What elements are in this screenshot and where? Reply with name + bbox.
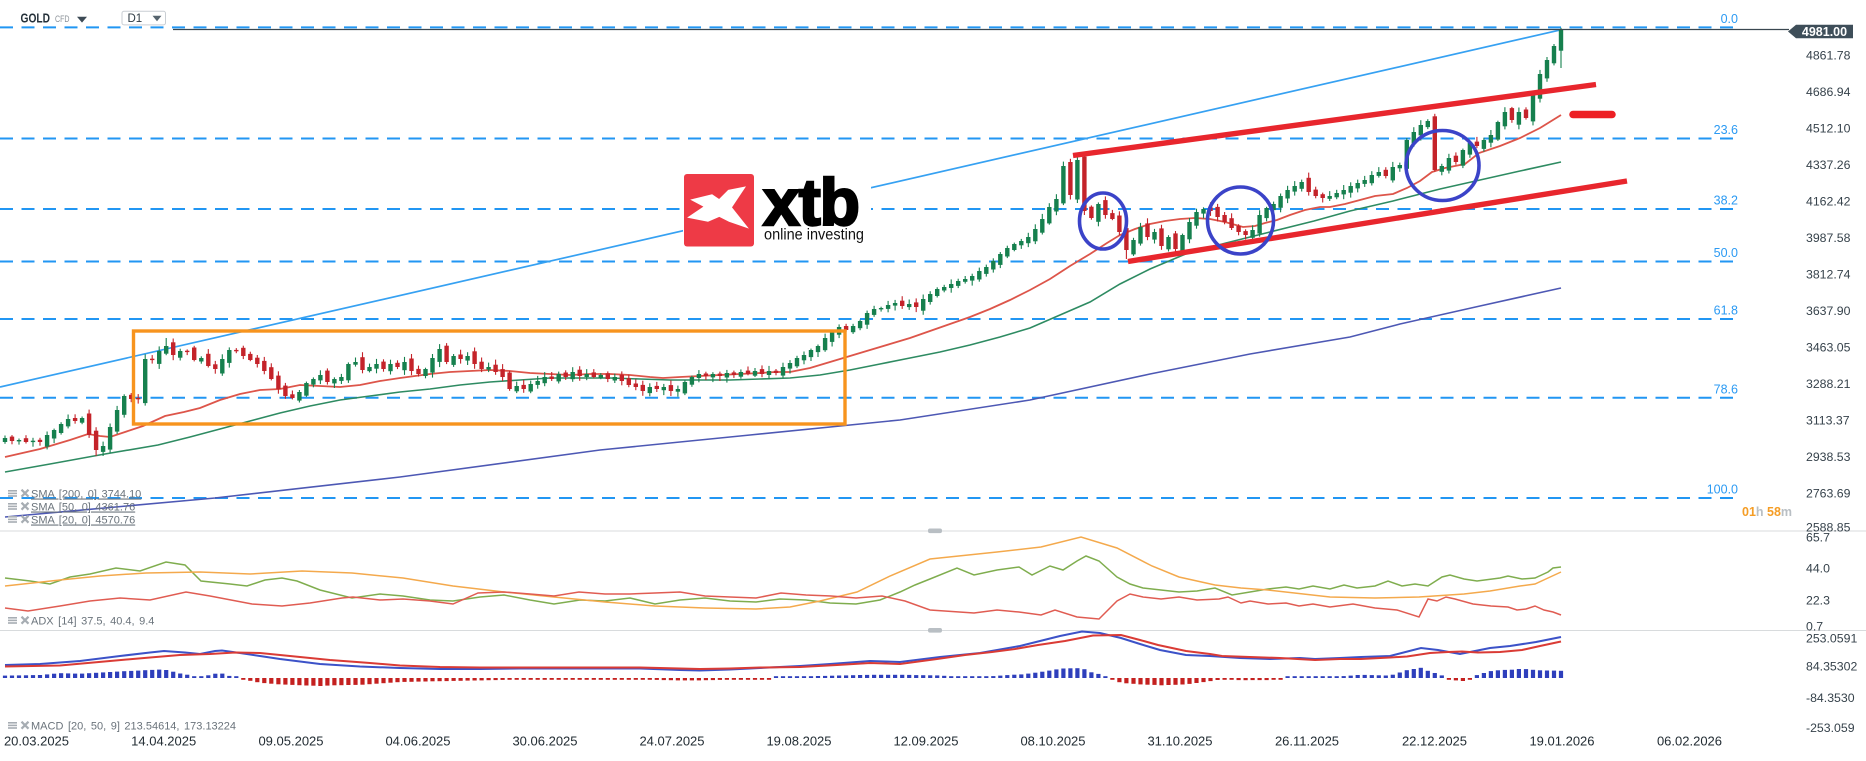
svg-text:0.0: 0.0 [1721, 12, 1738, 26]
svg-text:09.05.2025: 09.05.2025 [258, 734, 323, 749]
svg-text:3637.90: 3637.90 [1806, 304, 1851, 318]
svg-text:xtb: xtb [763, 165, 859, 239]
svg-text:-253.059: -253.059 [1806, 721, 1855, 735]
svg-text:3463.05: 3463.05 [1806, 340, 1851, 354]
svg-text:19.08.2025: 19.08.2025 [766, 734, 831, 749]
svg-text:04.06.2025: 04.06.2025 [385, 734, 450, 749]
svg-text:4162.42: 4162.42 [1806, 194, 1851, 208]
svg-text:GOLD: GOLD [21, 12, 51, 26]
svg-text:3288.21: 3288.21 [1806, 377, 1851, 391]
svg-text:22.12.2025: 22.12.2025 [1402, 734, 1467, 749]
svg-text:ADX [14] 37.5, 40.4, 9.4: ADX [14] 37.5, 40.4, 9.4 [31, 616, 154, 628]
svg-text:2588.85: 2588.85 [1806, 520, 1851, 534]
svg-text:4337.26: 4337.26 [1806, 158, 1851, 172]
svg-text:2938.53: 2938.53 [1806, 450, 1851, 464]
svg-text:01h 58m: 01h 58m [1742, 505, 1792, 519]
svg-text:3113.37: 3113.37 [1806, 413, 1850, 427]
svg-text:22.3: 22.3 [1806, 593, 1830, 607]
svg-text:12.09.2025: 12.09.2025 [893, 734, 958, 749]
svg-text:SMA [50, 0] 4361.76: SMA [50, 0] 4361.76 [31, 502, 135, 514]
svg-text:78.6: 78.6 [1714, 382, 1738, 396]
svg-text:D1: D1 [128, 13, 143, 25]
svg-text:38.2: 38.2 [1714, 194, 1738, 208]
svg-text:23.6: 23.6 [1714, 123, 1738, 137]
svg-text:253.0591: 253.0591 [1806, 631, 1857, 645]
svg-text:08.10.2025: 08.10.2025 [1020, 734, 1085, 749]
svg-text:online investing: online investing [764, 227, 864, 244]
svg-text:4686.94: 4686.94 [1806, 85, 1851, 99]
svg-text:100.0: 100.0 [1707, 483, 1738, 497]
svg-text:61.8: 61.8 [1714, 304, 1738, 318]
svg-text:SMA [200, 0] 3744.10: SMA [200, 0] 3744.10 [31, 489, 141, 501]
svg-text:2763.69: 2763.69 [1806, 486, 1851, 500]
svg-text:50.0: 50.0 [1714, 246, 1738, 260]
svg-text:06.02.2026: 06.02.2026 [1657, 734, 1722, 749]
svg-text:84.35302: 84.35302 [1806, 659, 1857, 673]
svg-text:3987.58: 3987.58 [1806, 231, 1851, 245]
svg-text:-84.3530: -84.3530 [1806, 691, 1855, 705]
svg-text:CFD: CFD [55, 14, 70, 25]
svg-text:14.04.2025: 14.04.2025 [131, 734, 196, 749]
svg-text:MACD [20, 50, 9] 213.54614, 1: MACD [20, 50, 9] 213.54614, 173.13224 [31, 721, 236, 733]
svg-text:30.06.2025: 30.06.2025 [512, 734, 577, 749]
svg-text:4512.10: 4512.10 [1806, 121, 1851, 135]
svg-text:4981.00: 4981.00 [1802, 25, 1847, 39]
svg-text:SMA [20, 0] 4570.76: SMA [20, 0] 4570.76 [31, 515, 135, 527]
svg-text:19.01.2026: 19.01.2026 [1529, 734, 1594, 749]
svg-text:65.7: 65.7 [1806, 530, 1830, 544]
svg-text:4861.78: 4861.78 [1806, 48, 1851, 62]
svg-text:24.07.2025: 24.07.2025 [639, 734, 704, 749]
svg-text:3812.74: 3812.74 [1806, 267, 1851, 281]
svg-text:0.7: 0.7 [1806, 619, 1823, 633]
svg-text:31.10.2025: 31.10.2025 [1147, 734, 1212, 749]
svg-text:26.11.2025: 26.11.2025 [1275, 734, 1339, 749]
svg-text:44.0: 44.0 [1806, 561, 1830, 575]
svg-text:20.03.2025: 20.03.2025 [4, 734, 69, 749]
